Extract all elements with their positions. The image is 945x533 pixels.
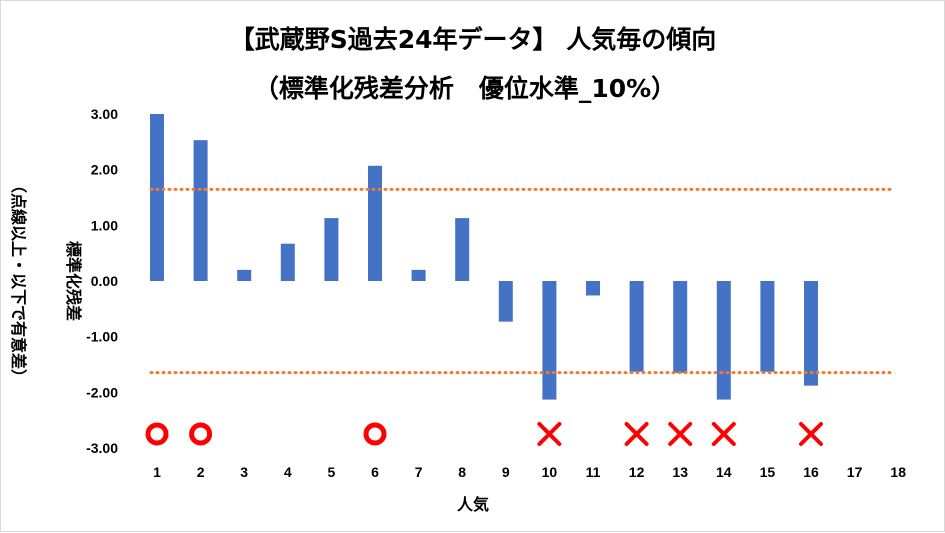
x-tick-label: 7 <box>415 464 423 480</box>
bar-14 <box>716 281 731 400</box>
chart-title: 【武蔵野S過去24年データ】 人気毎の傾向 <box>230 25 717 54</box>
x-tick-label: 12 <box>629 464 645 480</box>
x-tick-label: 9 <box>502 464 510 480</box>
y-axis-note: （点線以上・以下で有意差） <box>9 177 28 385</box>
bar-11 <box>586 281 600 296</box>
y-tick-label: -1.00 <box>86 329 118 345</box>
x-tick-label: 8 <box>458 464 466 480</box>
cross-marker-13 <box>668 422 693 446</box>
cross-marker-10 <box>537 422 562 446</box>
y-axis-title: 標準化残差 <box>64 241 83 321</box>
x-tick-label: 14 <box>716 464 732 480</box>
x-axis-title: 人気 <box>457 495 489 514</box>
bar-5 <box>324 218 339 281</box>
x-tick-label: 17 <box>847 464 863 480</box>
cross-marker-12 <box>624 422 649 446</box>
y-axis-title-group: 標準化残差 （点線以上・以下で有意差） <box>9 177 83 385</box>
y-tick-label: -2.00 <box>86 384 118 400</box>
x-tick-label: 4 <box>284 464 292 480</box>
x-tick-label: 1 <box>153 464 161 480</box>
y-tick-label: 0.00 <box>91 273 118 289</box>
bar-13 <box>673 281 688 373</box>
x-tick-label: 18 <box>890 464 906 480</box>
plot-area: 3.002.001.000.00-1.00-2.00-3.001 2 3 4 5 6 7 8 9… <box>86 106 906 480</box>
circle-marker-6 <box>363 422 387 446</box>
chart-subtitle: （標準化残差分析 優位水準_10%） <box>254 74 676 103</box>
bar-9 <box>498 281 513 322</box>
bar-10 <box>542 281 557 400</box>
x-tick-label: 11 <box>586 464 601 480</box>
y-tick-label: -3.00 <box>86 440 118 456</box>
circle-marker-1 <box>145 422 169 446</box>
x-tick-label: 15 <box>760 464 776 480</box>
bar-1 <box>150 114 164 281</box>
bar-16 <box>804 281 818 386</box>
x-tick-label: 6 <box>371 464 379 480</box>
x-tick-label: 10 <box>542 464 558 480</box>
bar-7 <box>411 269 426 281</box>
cross-marker-16 <box>799 422 823 446</box>
x-tick-label: 3 <box>240 464 248 480</box>
bar-4 <box>280 243 295 281</box>
y-tick-label: 2.00 <box>91 162 118 178</box>
x-tick-label: 16 <box>803 464 819 480</box>
x-tick-label: 13 <box>672 464 688 480</box>
x-tick-label: 2 <box>197 464 205 480</box>
circle-marker-2 <box>189 422 213 446</box>
bar-12 <box>629 281 644 372</box>
bar-3 <box>237 269 252 281</box>
bar-15 <box>760 281 775 372</box>
bar-6 <box>368 165 382 281</box>
y-tick-label: 1.00 <box>91 217 118 233</box>
x-tick-label: 5 <box>328 464 336 480</box>
cross-marker-14 <box>711 422 736 446</box>
bar-8 <box>455 218 470 281</box>
bar-2 <box>193 140 208 281</box>
y-tick-label: 3.00 <box>91 106 118 122</box>
